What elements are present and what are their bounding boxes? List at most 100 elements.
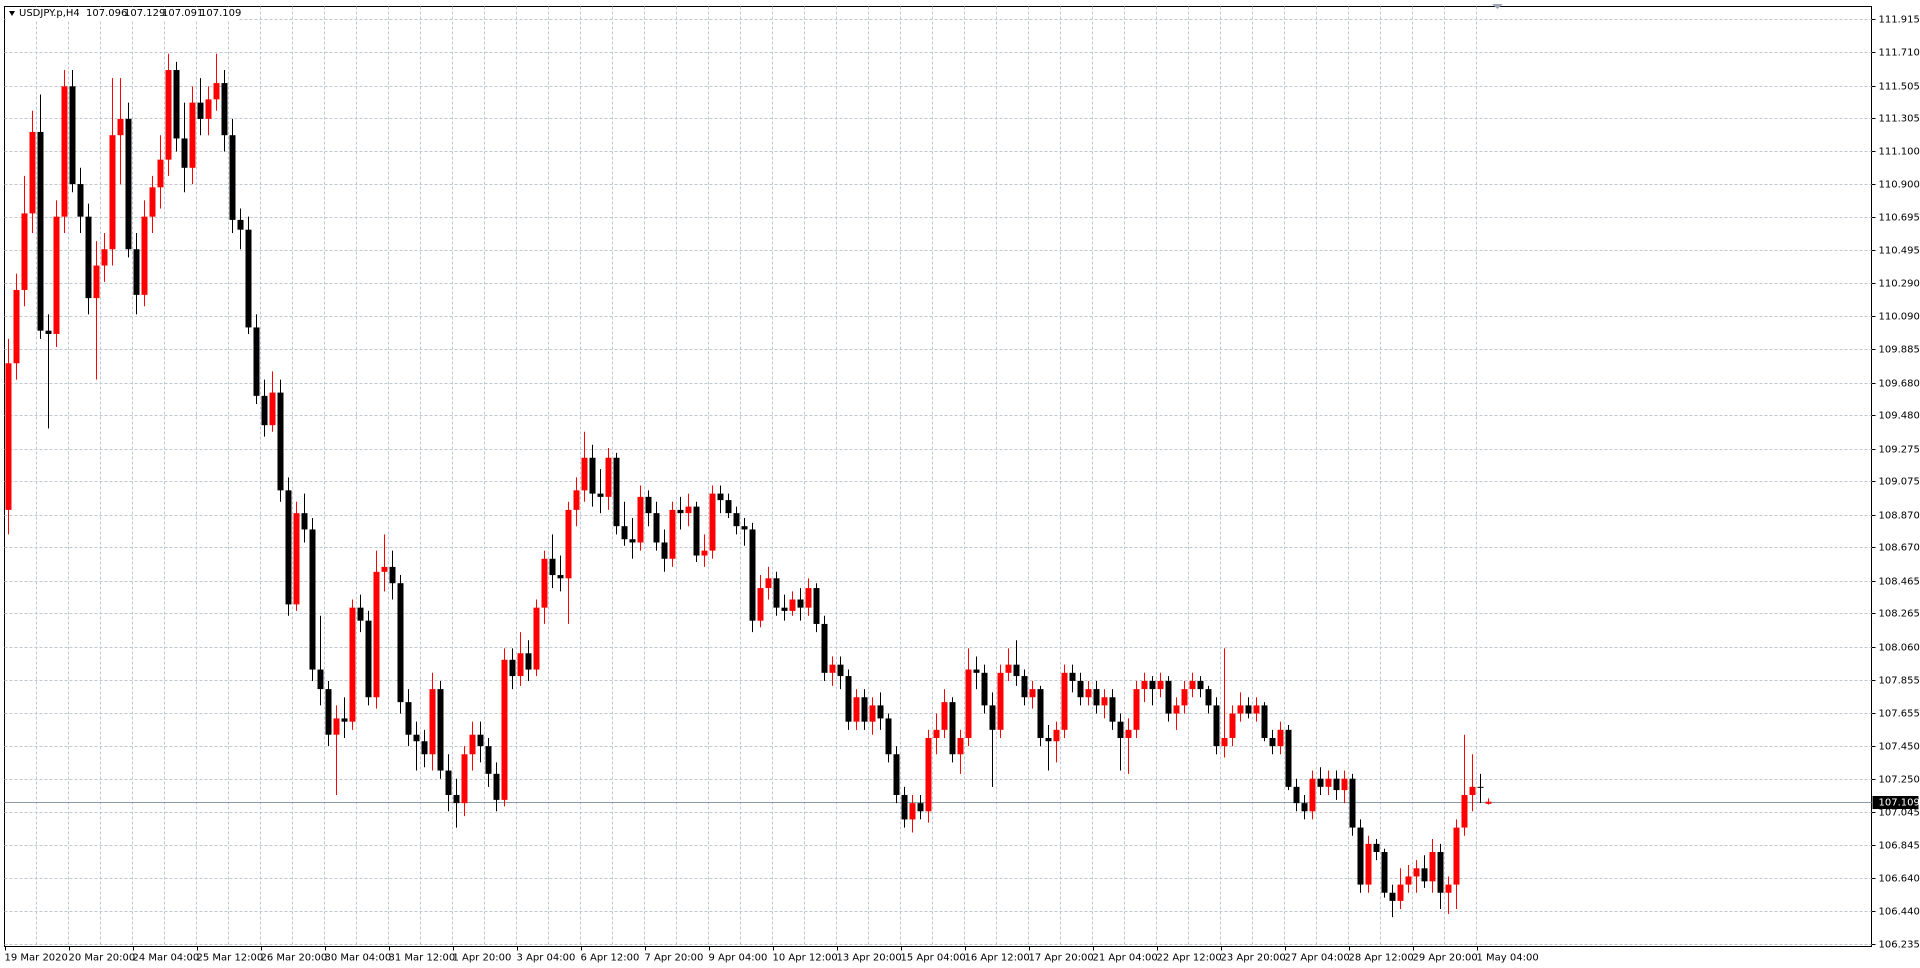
candle-body [1221, 737, 1228, 747]
candle-body [1413, 868, 1420, 877]
candle-body [693, 506, 700, 556]
candle-body [373, 571, 380, 698]
candle-body [525, 653, 532, 670]
candle-body [973, 669, 980, 673]
candle-body [773, 578, 780, 608]
candle-body [677, 509, 684, 514]
candle-body [1029, 689, 1036, 698]
y-tick-label: 110.900 [1879, 180, 1920, 191]
candle-body [741, 526, 748, 530]
y-tick-label: 109.885 [1879, 345, 1920, 356]
candle-body [109, 135, 116, 250]
candle-body [1197, 680, 1204, 690]
candle-body [141, 216, 148, 295]
y-tick-label: 107.450 [1879, 742, 1920, 753]
candle-body [157, 159, 164, 188]
y-tick-label: 107.855 [1879, 676, 1920, 687]
candle-body [245, 229, 252, 328]
low-price: 107.091 [162, 8, 203, 19]
candle-body [621, 526, 628, 540]
candle-body [629, 539, 636, 543]
candle-body [1405, 876, 1412, 885]
candle-body [1389, 892, 1396, 901]
candle-body [853, 697, 860, 722]
x-tick-label: 25 Mar 12:00 [197, 953, 264, 964]
y-tick-label: 111.710 [1879, 48, 1920, 59]
y-tick-label: 111.915 [1879, 15, 1920, 26]
symbol-menu-arrow[interactable] [9, 11, 15, 16]
candle-body [357, 607, 364, 621]
y-tick-label: 107.250 [1879, 775, 1920, 786]
price-axis: 111.915 111.710 111.505 111.305 111.100 110.9… [1871, 15, 1920, 951]
candle-body [1077, 680, 1084, 698]
candle-body [821, 623, 828, 673]
candle-body [645, 496, 652, 514]
candle-body [669, 509, 676, 559]
y-tick-label: 106.845 [1879, 841, 1920, 852]
candle-body [845, 676, 852, 722]
x-tick-label: 10 Apr 12:00 [773, 953, 838, 964]
candle-body [861, 697, 868, 722]
candle-body [1309, 778, 1316, 812]
candle-body [933, 729, 940, 738]
x-tick-label: 27 Apr 04:00 [1285, 953, 1350, 964]
candle-body [1357, 827, 1364, 885]
candle-body [1149, 680, 1156, 690]
candle-body [1445, 884, 1452, 893]
candle-body [1469, 786, 1476, 795]
x-tick-label: 23 Apr 20:00 [1221, 953, 1286, 964]
candle-body [901, 794, 908, 820]
y-tick-label: 110.290 [1879, 279, 1920, 290]
candle-body [805, 588, 812, 608]
candle-body [405, 702, 412, 735]
candle-body [1021, 676, 1028, 698]
y-tick-label: 106.640 [1879, 874, 1920, 885]
candle-body [1133, 689, 1140, 730]
candle-body [917, 803, 924, 812]
candle-body [541, 558, 548, 608]
candle-body [77, 184, 84, 217]
candle-body [725, 500, 732, 514]
x-tick-label: 1 May 04:00 [1477, 953, 1539, 964]
candle-body [341, 718, 348, 722]
y-tick-label: 106.235 [1879, 940, 1920, 951]
candle-body [501, 659, 508, 800]
x-tick-label: 20 Mar 20:00 [69, 953, 136, 964]
candle-body [1269, 737, 1276, 747]
candle-body [1165, 680, 1172, 714]
candle-body [485, 746, 492, 774]
candle-body [877, 705, 884, 719]
candle-body [133, 249, 140, 295]
chart-shift-marker[interactable] [1492, 4, 1503, 9]
x-tick-label: 29 Apr 20:00 [1413, 953, 1478, 964]
candle-body [613, 457, 620, 527]
candle-body [197, 102, 204, 119]
candle-body [949, 702, 956, 755]
y-tick-label: 108.465 [1879, 577, 1920, 588]
candle-body [181, 138, 188, 168]
y-tick-label: 111.305 [1879, 114, 1920, 125]
candle-body [997, 672, 1004, 730]
candle-body [517, 653, 524, 677]
open-price: 107.096 [86, 8, 127, 19]
candle-body [389, 566, 396, 584]
candle-body [29, 131, 36, 214]
candle-body [1237, 705, 1244, 714]
candle-body [941, 702, 948, 730]
candle-body [1125, 729, 1132, 738]
candle-body [1429, 852, 1436, 882]
candle-body [1245, 705, 1252, 714]
candle-body [37, 131, 44, 331]
candle-body [253, 327, 260, 396]
candle-body [301, 513, 308, 530]
high-price: 107.129 [124, 8, 165, 19]
current-price-label: 107.109 [1879, 798, 1920, 809]
candle-body [61, 86, 68, 217]
candle-body [469, 734, 476, 755]
candle-body [1013, 664, 1020, 677]
candle-body [237, 219, 244, 230]
candle-body [1141, 680, 1148, 690]
